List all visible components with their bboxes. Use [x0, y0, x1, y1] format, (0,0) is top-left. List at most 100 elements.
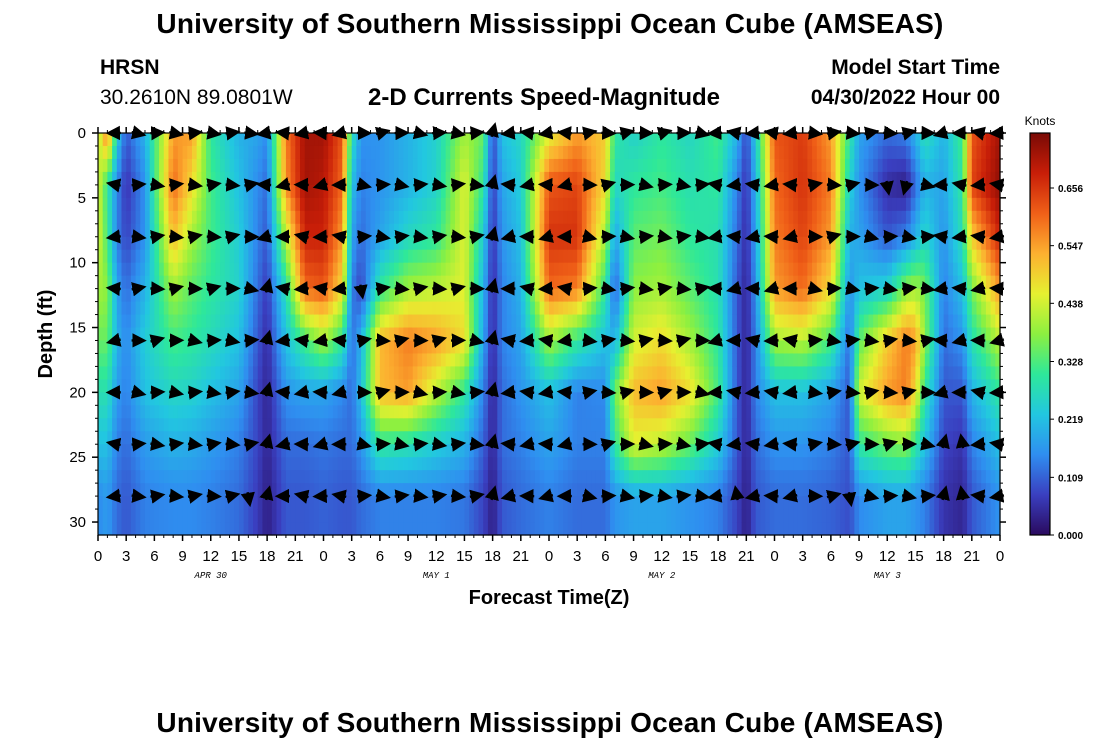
heatmap-cell — [309, 184, 315, 199]
heatmap-cell — [624, 457, 630, 471]
heatmap-cell — [187, 522, 193, 536]
heatmap-cell — [605, 275, 611, 290]
heatmap-cell — [619, 249, 625, 264]
heatmap-cell — [450, 249, 456, 264]
heatmap-cell — [539, 353, 545, 368]
heatmap-cell — [633, 405, 639, 419]
heatmap-cell — [595, 210, 602, 225]
heatmap-cell — [511, 288, 517, 303]
heatmap-cell — [473, 133, 480, 147]
heatmap-cell — [638, 236, 644, 251]
heatmap-cell — [492, 133, 498, 147]
heatmap-cell — [722, 431, 729, 445]
heatmap-cell — [628, 327, 635, 342]
heatmap-cell — [595, 133, 602, 147]
heatmap-cell — [112, 262, 118, 277]
heatmap-cell — [267, 236, 273, 251]
heatmap-cell — [492, 210, 498, 225]
heatmap-cell — [215, 457, 221, 471]
heatmap-cell — [577, 288, 583, 303]
heatmap-cell — [732, 301, 738, 316]
heatmap-cell — [455, 249, 461, 264]
heatmap-cell — [469, 133, 475, 147]
heatmap-cell — [168, 262, 174, 277]
heatmap-cell — [605, 418, 611, 432]
heatmap-cell — [633, 210, 639, 225]
heatmap-cell — [605, 184, 611, 199]
heatmap-cell — [262, 171, 268, 186]
heatmap-cell — [530, 392, 536, 406]
heatmap-cell — [516, 145, 522, 160]
heatmap-cell — [464, 444, 470, 458]
heatmap-cell — [257, 457, 264, 471]
heatmap-cell — [257, 262, 264, 277]
heatmap-cell — [408, 184, 414, 199]
heatmap-cell — [642, 236, 649, 251]
heatmap-cell — [469, 483, 475, 497]
heatmap-cell — [816, 236, 823, 251]
heatmap-cell — [469, 444, 475, 458]
heatmap-cell — [849, 223, 855, 238]
heatmap-cell — [281, 470, 287, 484]
heatmap-cell — [107, 210, 113, 225]
heatmap-cell — [464, 366, 470, 380]
heatmap-cell — [177, 483, 184, 497]
heatmap-cell — [182, 133, 188, 147]
heatmap-cell — [464, 431, 470, 445]
heatmap-cell — [229, 314, 235, 329]
heatmap-cell — [149, 314, 155, 329]
heatmap-cell — [689, 288, 696, 303]
heatmap-cell — [718, 314, 724, 329]
heatmap-cell — [234, 496, 240, 510]
heatmap-cell — [516, 340, 522, 355]
heatmap-cell — [534, 262, 541, 277]
heatmap-cell — [328, 340, 334, 355]
heatmap-cell — [483, 158, 489, 173]
heatmap-cell — [544, 483, 550, 497]
heatmap-cell — [816, 171, 823, 186]
heatmap-cell — [586, 158, 592, 173]
heatmap-cell — [581, 301, 588, 316]
heatmap-cell — [567, 288, 574, 303]
heatmap-cell — [412, 405, 419, 419]
heatmap-cell — [741, 249, 747, 264]
heatmap-cell — [257, 431, 264, 445]
heatmap-cell — [389, 249, 395, 264]
heatmap-cell — [337, 133, 343, 147]
heatmap-cell — [267, 522, 273, 536]
heatmap-cell — [337, 444, 343, 458]
heatmap-cell — [802, 418, 808, 432]
heatmap-cell — [98, 379, 104, 393]
heatmap-cell — [746, 197, 752, 212]
heatmap-cell — [379, 509, 386, 523]
heatmap-cell — [812, 366, 818, 380]
heatmap-cell — [666, 145, 672, 160]
heatmap-cell — [328, 133, 334, 147]
heatmap-cell — [342, 405, 348, 419]
heatmap-cell — [314, 262, 320, 277]
heatmap-cell — [116, 197, 123, 212]
heatmap-cell — [370, 522, 376, 536]
heatmap-cell — [201, 509, 207, 523]
heatmap-cell — [318, 133, 325, 147]
heatmap-cell — [262, 197, 268, 212]
heatmap-cell — [722, 522, 729, 536]
heatmap-cell — [126, 366, 132, 380]
heatmap-cell — [196, 275, 202, 290]
heatmap-cell — [257, 184, 264, 199]
heatmap-cell — [478, 133, 484, 147]
heatmap-cell — [417, 418, 423, 432]
heatmap-cell — [107, 275, 113, 290]
heatmap-cell — [304, 158, 311, 173]
heatmap-cell — [586, 418, 592, 432]
heatmap-cell — [483, 405, 489, 419]
heatmap-cell — [140, 366, 146, 380]
heatmap-cell — [591, 366, 597, 380]
heatmap-cell — [802, 392, 808, 406]
heatmap-cell — [783, 509, 790, 523]
heatmap-cell — [605, 496, 611, 510]
heatmap-cell — [168, 171, 174, 186]
heatmap-cell — [487, 133, 494, 147]
heatmap-cell — [675, 314, 682, 329]
heatmap-cell — [459, 145, 466, 160]
